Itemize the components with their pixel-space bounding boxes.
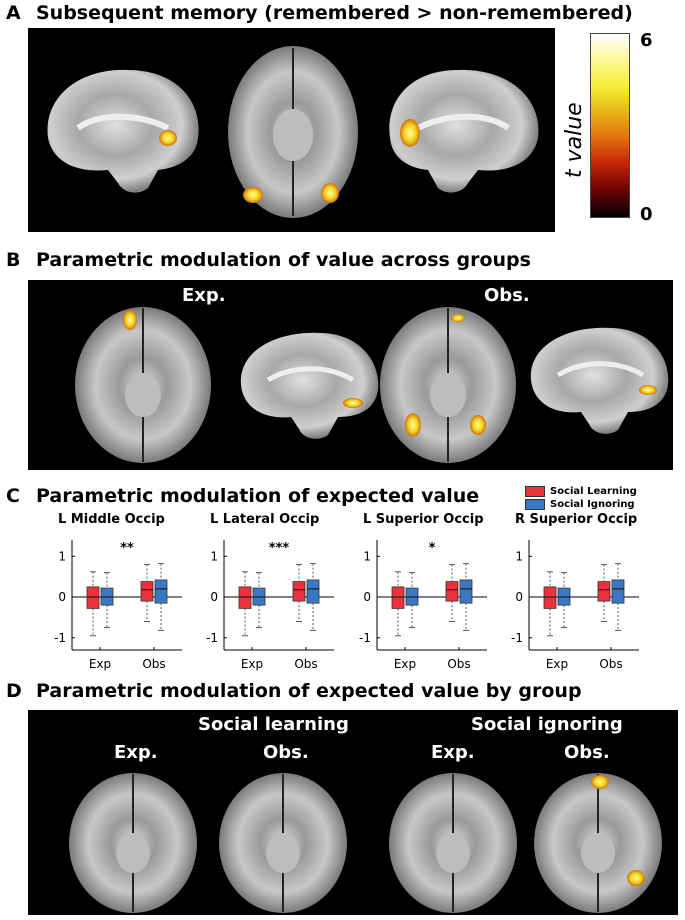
box [306, 579, 320, 604]
brain-axial-d-4 [534, 773, 662, 913]
activation-blob [591, 775, 609, 789]
colorbar-max: 6 [640, 30, 653, 51]
legend-label: Social Ignoring [550, 499, 635, 510]
x-tick-label: Obs [599, 657, 622, 671]
y-tick-label: 1 [363, 549, 371, 563]
panel-letter-a: A [6, 2, 21, 24]
chart-title: L Superior Occip [363, 512, 484, 527]
boxplot-chart: 1 0 -1 Exp Obs * [359, 540, 487, 671]
box [238, 586, 252, 609]
chart-title: L Middle Occip [58, 512, 165, 527]
activation-blob [243, 187, 263, 203]
x-tick-label: Obs [294, 657, 317, 671]
panel-d-image: Social learning Social ignoring Exp. Obs… [28, 710, 678, 915]
y-tick-label: -1 [54, 631, 66, 645]
activation-blob [343, 398, 363, 408]
brain-axial-b-obs [380, 307, 516, 463]
activation-blob [123, 310, 137, 330]
activation-blob [159, 130, 177, 146]
significance-marker: ** [120, 541, 134, 556]
box [611, 579, 625, 604]
boxplot-chart: 1 0 -1 Exp Obs ** [54, 540, 182, 671]
brain-sagittal-b-exp [240, 332, 379, 439]
label-obs: Obs. [263, 742, 309, 763]
brain-axial-b-exp [75, 307, 211, 463]
x-tick-label: Exp [394, 657, 416, 671]
boxplot-chart: 1 0 -1 Exp Obs [511, 540, 639, 671]
y-tick-label: -1 [511, 631, 523, 645]
y-tick-label: 1 [210, 549, 218, 563]
box [86, 586, 100, 609]
brain-sagittal-right [389, 69, 539, 193]
significance-marker: * [429, 541, 436, 556]
brain-axial-d-1 [69, 773, 197, 913]
colorbar-label: t value [562, 102, 587, 178]
box [597, 581, 611, 602]
panel-letter-c: C [6, 485, 20, 507]
y-tick-label: 0 [363, 590, 371, 604]
panel-b-image: Exp. Obs. [28, 280, 673, 470]
box [140, 581, 154, 602]
y-tick-label: 0 [210, 590, 218, 604]
brain-axial-d-3 [389, 773, 517, 913]
label-obs: Obs. [564, 742, 610, 763]
y-tick-label: 0 [58, 590, 66, 604]
panel-letter-d: D [6, 680, 22, 702]
box [445, 581, 459, 602]
panel-title-b: Parametric modulation of value across gr… [36, 249, 531, 271]
x-tick-label: Exp [89, 657, 111, 671]
panel-title-a: Subsequent memory (remembered > non-reme… [36, 2, 633, 24]
colorbar-min: 0 [640, 204, 653, 225]
x-tick-label: Exp [546, 657, 568, 671]
colorbar [590, 33, 630, 218]
label-obs: Obs. [484, 285, 530, 306]
box [154, 579, 168, 604]
brain-axial-a [228, 46, 358, 218]
box [459, 579, 473, 604]
panel-letter-b: B [6, 249, 21, 271]
activation-blob [627, 870, 645, 886]
activation-blob [321, 183, 339, 203]
y-tick-label: -1 [206, 631, 218, 645]
label-exp: Exp. [431, 742, 475, 763]
label-social-ignoring: Social ignoring [471, 714, 623, 735]
y-tick-label: 0 [515, 590, 523, 604]
y-tick-label: 1 [58, 549, 66, 563]
box [391, 586, 405, 609]
brain-axial-d-2 [219, 773, 347, 913]
y-tick-label: -1 [359, 631, 371, 645]
x-tick-label: Obs [447, 657, 470, 671]
boxplot-chart: 1 0 -1 Exp Obs *** [206, 540, 334, 671]
brain-sagittal-left [47, 69, 199, 193]
brain-sagittal-b-obs [530, 327, 669, 434]
activation-blob [405, 413, 421, 437]
label-exp: Exp. [182, 285, 226, 306]
x-tick-label: Obs [142, 657, 165, 671]
x-tick-label: Exp [241, 657, 263, 671]
label-social-learning: Social learning [198, 714, 349, 735]
y-tick-label: 1 [515, 549, 523, 563]
legend: Social Learning Social Ignoring [525, 485, 637, 511]
legend-label: Social Learning [550, 486, 637, 497]
activation-blob [470, 415, 486, 435]
legend-swatch-red [525, 486, 545, 497]
legend-swatch-blue [525, 499, 545, 510]
chart-title: R Superior Occip [515, 512, 638, 527]
activation-blob [400, 119, 420, 147]
legend-item-social-learning: Social Learning [525, 485, 637, 498]
panel-title-c: Parametric modulation of expected value [36, 485, 480, 507]
box [292, 581, 306, 602]
panel-a-image [28, 28, 555, 232]
activation-blob [451, 314, 465, 322]
label-exp: Exp. [114, 742, 158, 763]
panel-title-d: Parametric modulation of expected value … [36, 680, 582, 702]
activation-blob [639, 385, 657, 395]
box [543, 586, 557, 609]
legend-item-social-ignoring: Social Ignoring [525, 498, 637, 511]
significance-marker: *** [269, 541, 290, 556]
chart-title: L Lateral Occip [210, 512, 320, 527]
